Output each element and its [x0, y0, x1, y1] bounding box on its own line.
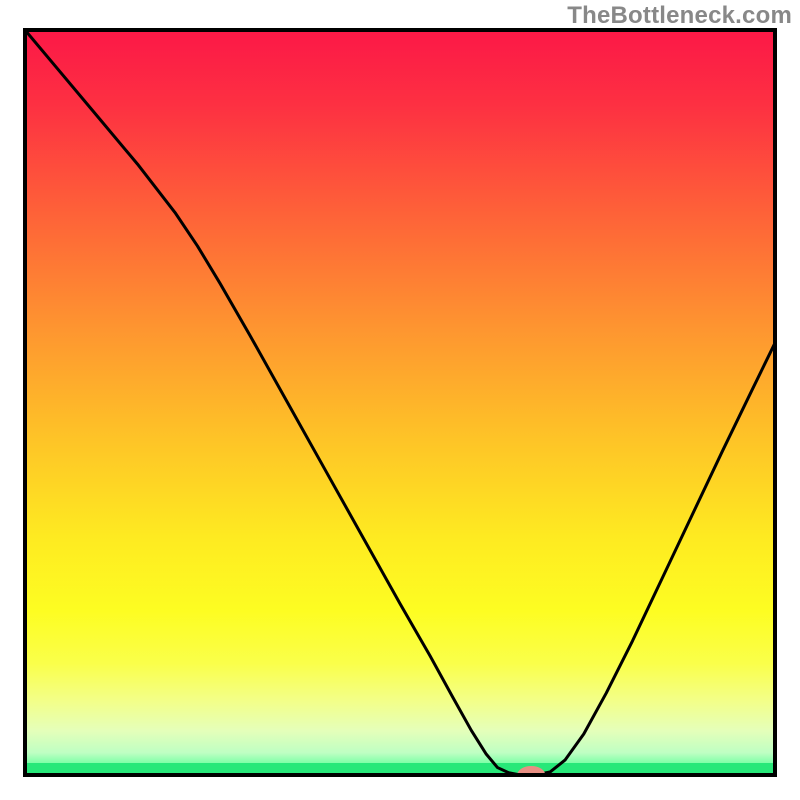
watermark-text: TheBottleneck.com: [567, 2, 792, 30]
bottleneck-chart: [0, 0, 800, 800]
chart-container: { "watermark": { "text": "TheBottleneck.…: [0, 0, 800, 800]
gradient-background: [25, 30, 775, 775]
